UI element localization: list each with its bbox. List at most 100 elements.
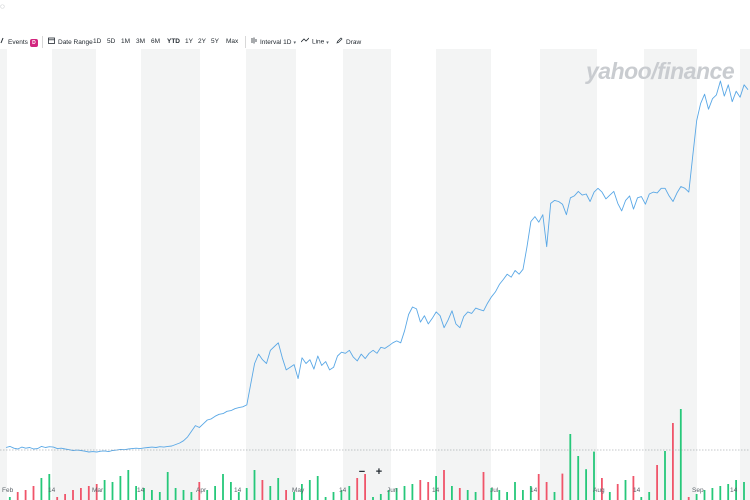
volume-bar	[632, 476, 635, 500]
chart-type-label: Line	[312, 38, 325, 46]
chart-type-dropdown[interactable]: Line ▾	[300, 37, 329, 47]
events-icon	[0, 37, 5, 48]
weekend-band	[644, 49, 697, 500]
volume-bar	[324, 497, 327, 500]
volume-bar	[522, 490, 524, 500]
weekend-band	[436, 49, 491, 500]
volume-bar	[482, 472, 485, 500]
volume-bar	[664, 451, 666, 500]
volume-bar	[56, 497, 59, 500]
date-range-button[interactable]: Date Range	[48, 37, 93, 47]
range-1m[interactable]: 1M	[121, 37, 130, 47]
volume-bar	[553, 492, 556, 500]
x-tick-label: Apr	[196, 487, 207, 494]
volume-bar	[8, 497, 11, 500]
x-tick-label: 14	[137, 487, 145, 494]
range-5y[interactable]: 5Y	[211, 37, 219, 47]
range-1d[interactable]: 1D	[93, 37, 101, 47]
range-5d[interactable]: 5D	[107, 37, 115, 47]
volume-bar	[443, 470, 445, 500]
volume-bar	[356, 478, 359, 500]
volume-bar	[411, 484, 414, 500]
x-tick-label: 14	[633, 487, 641, 494]
x-tick-label: Jun	[387, 487, 398, 494]
range-2y[interactable]: 2Y	[198, 37, 206, 47]
x-tick-label: Sep	[692, 487, 704, 494]
interval-dropdown[interactable]: Interval 1D ▾	[251, 37, 296, 47]
volume-bar	[703, 490, 706, 500]
volume-bar	[364, 474, 366, 500]
volume-bar	[506, 492, 508, 500]
volume-bar	[569, 434, 572, 500]
volume-bar	[624, 480, 627, 500]
volume-bar	[379, 494, 382, 500]
volume-bar	[672, 423, 674, 500]
range-1y[interactable]: 1Y	[185, 37, 193, 47]
price-chart[interactable]	[0, 49, 750, 500]
volume-bar	[285, 490, 287, 500]
volume-bar	[316, 476, 319, 500]
x-tick-label: May	[292, 487, 305, 494]
volume-bar	[585, 469, 587, 500]
volume-bar	[127, 470, 130, 500]
volume-bar	[451, 486, 453, 500]
range-label: 5Y	[211, 38, 219, 45]
volume-bar	[656, 465, 658, 500]
weekend-band	[52, 49, 96, 500]
events-button[interactable]: Events D	[0, 37, 38, 47]
volume-bar	[608, 492, 611, 500]
volume-bar	[711, 488, 714, 500]
zoom-out-button[interactable]: −	[358, 466, 366, 478]
weekend-band	[740, 49, 750, 500]
volume-bar	[277, 478, 280, 500]
range-label: 1M	[121, 38, 131, 45]
volume-bar	[80, 488, 82, 500]
range-label: Max	[226, 38, 239, 45]
volume-bar	[529, 486, 532, 500]
draw-button[interactable]: Draw	[336, 37, 361, 47]
volume-bar	[743, 482, 745, 500]
volume-bar	[719, 486, 722, 500]
volume-bar	[403, 486, 406, 500]
yahoo-finance-watermark: yahoo/finance	[586, 58, 735, 84]
range-ytd[interactable]: YTD	[167, 37, 180, 50]
events-badge: D	[29, 38, 38, 47]
expand-icon[interactable]: ◌	[0, 2, 5, 11]
volume-bar	[206, 490, 209, 500]
volume-bar	[245, 488, 248, 500]
volume-bar	[261, 480, 264, 500]
volume-bar	[222, 474, 224, 500]
range-6m[interactable]: 6M	[151, 37, 160, 47]
volume-bar	[727, 484, 730, 500]
zoom-in-button[interactable]: +	[375, 466, 383, 478]
volume-bar	[95, 484, 98, 500]
volume-bar	[601, 478, 603, 500]
price-line	[5, 80, 749, 453]
volume-bar	[198, 482, 201, 500]
volume-bar	[679, 409, 682, 500]
volume-bar	[537, 474, 540, 500]
volume-bar	[427, 482, 430, 500]
range-label: 1Y	[185, 38, 193, 45]
x-tick-label: 14	[339, 487, 347, 494]
volume-bar	[40, 478, 43, 500]
date-range-label: Date Range	[58, 39, 93, 47]
range-label: 3M	[136, 38, 146, 45]
draw-label: Draw	[346, 39, 362, 47]
volume-bar	[111, 482, 114, 500]
x-tick-label: 14	[730, 487, 738, 494]
volume-bar	[190, 492, 193, 500]
range-3m[interactable]: 3M	[136, 37, 145, 47]
volume-bar	[293, 492, 295, 500]
weekend-band	[343, 49, 391, 500]
weekend-band	[540, 49, 597, 500]
x-tick-label: Jul	[490, 487, 499, 494]
x-tick-label: Mar	[92, 487, 104, 494]
volume-bar	[87, 486, 90, 500]
volume-bar	[616, 484, 619, 500]
weekend-band	[246, 49, 296, 500]
range-max[interactable]: Max	[226, 37, 238, 47]
calendar-icon	[48, 37, 55, 48]
x-tick-label: 14	[48, 487, 56, 494]
x-tick-label: 14	[234, 487, 242, 494]
